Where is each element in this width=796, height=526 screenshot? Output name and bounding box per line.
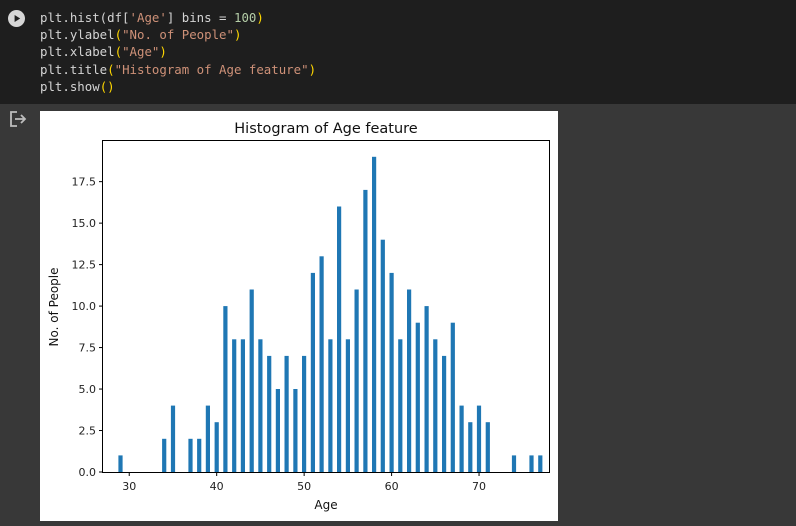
histogram-bar (258, 339, 263, 472)
code-token: ) (233, 27, 242, 43)
histogram-bar (424, 306, 429, 472)
code-token: plt.ylabel (40, 27, 115, 43)
histogram-bar (197, 438, 202, 472)
code-line: plt.show() (40, 78, 316, 95)
histogram-bar (442, 355, 447, 472)
histogram-bar (249, 289, 254, 472)
code-editor[interactable]: plt.hist(df['Age'] bins = 100) plt.ylabel… (40, 9, 316, 95)
histogram-bar (310, 272, 315, 472)
histogram-bar (232, 339, 237, 472)
x-axis-label: Age (314, 498, 337, 512)
histogram-bar (214, 422, 219, 472)
chart-title: Histogram of Age feature (234, 121, 417, 137)
y-tick-label: 0.0 (79, 466, 97, 479)
x-tick-label: 50 (297, 480, 311, 493)
histogram-bar (372, 156, 377, 473)
histogram-bar (538, 455, 543, 472)
histogram-bar (363, 189, 368, 472)
code-token: ) (256, 10, 264, 25)
code-token: "Age" (122, 44, 160, 60)
code-token: plt.show (40, 78, 100, 94)
histogram-bar (468, 422, 473, 472)
x-tick-label: 40 (210, 480, 224, 493)
code-line: plt.ylabel("No. of People") (40, 26, 316, 43)
histogram-bar (205, 405, 210, 472)
histogram-bar (337, 206, 342, 472)
histogram-bar (433, 339, 438, 472)
code-token: plt.hist(df[ (40, 10, 130, 25)
x-tick-label: 70 (472, 480, 486, 493)
code-token: 100 (233, 10, 257, 25)
histogram-bar (415, 322, 420, 472)
y-tick-label: 10.0 (72, 300, 97, 313)
code-token: ) (308, 61, 317, 77)
histogram-bar (459, 405, 464, 472)
histogram-bar (284, 355, 289, 472)
histogram-bar (345, 339, 350, 472)
histogram-bar (240, 339, 245, 472)
histogram-bar (450, 322, 455, 472)
histogram-bar (398, 339, 403, 472)
code-token: plt.xlabel (40, 44, 115, 60)
histogram-bar (267, 355, 272, 472)
histogram-bar (170, 405, 176, 472)
code-token: ( (114, 27, 123, 43)
histogram-bar (407, 289, 412, 472)
code-cell[interactable]: plt.hist(df['Age'] bins = 100) plt.ylabel… (0, 0, 796, 104)
x-tick-label: 60 (385, 480, 399, 493)
histogram-bar (511, 455, 517, 472)
y-axis-label: No. of People (47, 268, 61, 347)
histogram-bar (162, 438, 167, 472)
code-token: 'Age' (129, 10, 167, 25)
histogram-chart: Histogram of Age feature 30 40 50 60 70 0.0 2.… (47, 121, 550, 512)
code-token: "Histogram of Age feature" (114, 61, 309, 77)
y-tick-label: 2.5 (79, 425, 97, 438)
histogram-bar (354, 289, 359, 472)
code-token: ( (114, 44, 123, 60)
code-token: () (99, 78, 115, 94)
histogram-bar (302, 355, 307, 472)
x-tick-label: 30 (122, 480, 136, 493)
y-tick-label: 15.0 (72, 217, 97, 230)
play-circle-icon (14, 15, 21, 22)
histogram-bar (118, 455, 123, 472)
histogram-bar (223, 306, 228, 472)
histogram-bar (293, 389, 298, 472)
histogram-bar (275, 389, 280, 472)
histogram-bar (485, 422, 490, 472)
output-redirect-icon[interactable] (8, 110, 28, 132)
code-line: plt.xlabel("Age") (40, 43, 316, 60)
y-tick-label: 17.5 (72, 176, 97, 189)
code-line: plt.title("Histogram of Age feature") (40, 61, 316, 78)
code-token: ] bins = (166, 10, 234, 25)
histogram-bar (319, 256, 324, 472)
plot-area-frame (102, 140, 550, 473)
histogram-bar (380, 239, 385, 472)
code-line: plt.hist(df['Age'] bins = 100) (40, 9, 316, 26)
code-token: ( (107, 61, 115, 77)
histogram-bar (389, 272, 394, 472)
histogram-bar (328, 339, 333, 472)
histogram-bar (529, 455, 534, 472)
y-tick-label: 12.5 (72, 259, 97, 272)
code-token: ) (159, 44, 167, 60)
run-cell-button[interactable] (8, 10, 25, 27)
histogram-bar (476, 405, 482, 472)
code-token: "No. of People" (122, 27, 234, 43)
histogram-bar (188, 438, 193, 472)
y-tick-label: 5.0 (79, 383, 97, 396)
y-tick-label: 7.5 (79, 342, 97, 355)
code-token: plt.title (40, 61, 108, 77)
histogram-figure: Histogram of Age feature 30 40 50 60 70 0.0 2.… (40, 111, 558, 521)
